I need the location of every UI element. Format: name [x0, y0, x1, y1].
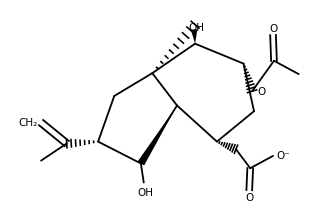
Text: O⁻: O⁻	[277, 150, 291, 160]
Text: O: O	[269, 24, 277, 34]
Text: OH: OH	[188, 23, 204, 33]
Polygon shape	[191, 30, 198, 44]
Text: O: O	[245, 192, 253, 202]
Text: CH₂: CH₂	[18, 117, 37, 127]
Polygon shape	[138, 106, 177, 166]
Text: O: O	[257, 87, 265, 97]
Text: OH: OH	[138, 187, 154, 197]
